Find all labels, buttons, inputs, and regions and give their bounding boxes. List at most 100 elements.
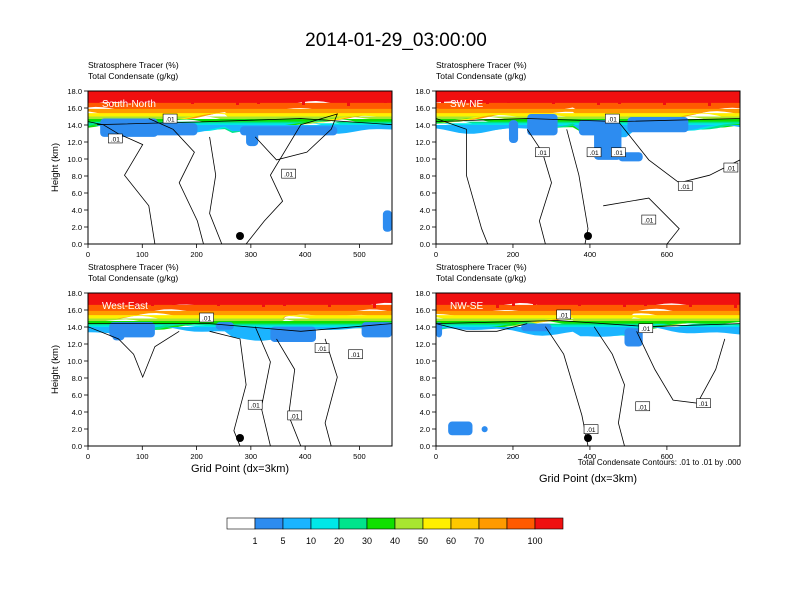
x-tick-label: 400	[299, 250, 312, 259]
tracer-streak	[470, 91, 473, 106]
tracer-streak	[299, 293, 302, 304]
y-tick-label: 12.0	[415, 340, 430, 349]
y-tick-label: 14.0	[67, 323, 82, 332]
y-tick-label: 8.0	[420, 374, 430, 383]
y-tick-label: 12.0	[415, 138, 430, 147]
colorbar-swatch	[366, 517, 396, 530]
y-tick-label: 0.0	[72, 240, 82, 249]
colorbar: 1 5 10 20 30 40 50 60 70 100	[226, 517, 564, 546]
y-tick-label: 18.0	[67, 87, 82, 96]
tracer-streak	[589, 91, 592, 101]
tracer-streak	[217, 293, 220, 306]
location-marker	[236, 434, 244, 442]
tracer-streak	[655, 91, 658, 101]
tracer-streak	[336, 293, 339, 301]
tracer-streak	[441, 91, 444, 103]
tracer-streak	[228, 91, 231, 101]
contour-label-box	[583, 424, 599, 435]
tracer-streak	[671, 91, 674, 99]
condensate-region	[481, 426, 488, 433]
y-tick-label: 2.0	[72, 223, 82, 232]
location-marker	[584, 434, 592, 442]
tracer-streak	[737, 91, 740, 99]
y-tick-label: 6.0	[72, 391, 82, 400]
panel-label: NW-SE	[450, 301, 483, 312]
plot-frame	[435, 292, 741, 447]
condensate-contour	[436, 118, 740, 123]
y-tick-label: 6.0	[72, 189, 82, 198]
plot-frame	[87, 292, 393, 447]
x-tick-label: 0	[86, 452, 90, 461]
condensate-contour	[209, 136, 223, 244]
x-tick-label: 200	[190, 250, 203, 259]
y-tick-label: 10.0	[415, 155, 430, 164]
contour-label-box	[348, 349, 363, 360]
condensate-contour	[324, 338, 338, 446]
condensate-region	[246, 129, 259, 147]
x-tick-label: 600	[661, 250, 674, 259]
chart-panel: Stratosphere Tracer (%)Total Condensate …	[415, 60, 741, 259]
contour-label-box	[696, 398, 711, 408]
contour-label: .01	[726, 166, 735, 173]
condensate-region	[436, 322, 443, 338]
panel-header-tracer: Stratosphere Tracer (%)	[436, 262, 527, 272]
panel-header-condensate: Total Condensate (g/kg)	[88, 273, 178, 283]
location-marker	[236, 232, 244, 240]
contour-label: .01	[559, 312, 568, 319]
x-tick-label: 100	[136, 452, 149, 461]
contour-label: .01	[614, 150, 623, 157]
x-tick-label: 100	[136, 250, 149, 259]
tracer-streak	[549, 293, 552, 303]
condensate-region	[521, 323, 552, 332]
y-tick-label: 10.0	[67, 357, 82, 366]
tracer-streak	[734, 293, 737, 308]
tracer-streak	[623, 293, 626, 307]
tracer-streak	[726, 293, 729, 304]
condensate-contour	[88, 326, 180, 379]
colorbar-swatch	[534, 517, 564, 530]
heatmap-field	[88, 293, 392, 446]
tracer-streak	[578, 293, 581, 306]
contour-label-box	[635, 401, 651, 412]
colorbar-label: 30	[362, 536, 372, 546]
x-tick-label: 600	[661, 452, 674, 461]
condensate-region	[382, 210, 392, 232]
contour-label-box	[677, 181, 693, 191]
panel-header-tracer: Stratosphere Tracer (%)	[88, 262, 179, 272]
y-tick-label: 8.0	[420, 172, 430, 181]
colorbar-label: 100	[527, 536, 542, 546]
y-tick-label: 6.0	[420, 391, 430, 400]
condensate-region	[448, 421, 473, 436]
colorbar-label: 1	[252, 536, 257, 546]
tracer-streak	[283, 293, 286, 306]
contour-label-box	[247, 399, 263, 410]
condensate-contour	[436, 118, 489, 244]
tracer-streak	[146, 91, 149, 103]
tracer-streak	[117, 91, 120, 100]
condensate-region	[624, 328, 643, 347]
y-tick-label: 14.0	[415, 323, 430, 332]
colorbar-swatch	[282, 517, 312, 530]
x-axis-label: Grid Point (dx=3km)	[191, 463, 289, 475]
contour-label: .01	[699, 401, 708, 408]
x-tick-label: 0	[434, 452, 438, 461]
chart-panel: Stratosphere Tracer (%)Total Condensate …	[50, 60, 393, 259]
tracer-streak	[246, 293, 249, 299]
condensate-contour	[276, 338, 302, 446]
tracer-streak	[634, 91, 637, 102]
condensate-contour	[526, 129, 552, 244]
panel-header-condensate: Total Condensate (g/kg)	[436, 273, 526, 283]
x-tick-label: 500	[353, 452, 366, 461]
y-axis-label: Height (km)	[50, 143, 61, 192]
tracer-streak	[663, 91, 666, 105]
colorbar-swatch	[310, 517, 340, 530]
y-tick-label: 14.0	[67, 121, 82, 130]
x-tick-label: 400	[299, 452, 312, 461]
tracer-streak	[523, 91, 526, 101]
tracer-streak	[681, 293, 684, 303]
tracer-streak	[199, 91, 202, 98]
colorbar-label: 10	[306, 536, 316, 546]
tracer-streak	[486, 91, 489, 104]
contour-label-box	[605, 113, 620, 124]
